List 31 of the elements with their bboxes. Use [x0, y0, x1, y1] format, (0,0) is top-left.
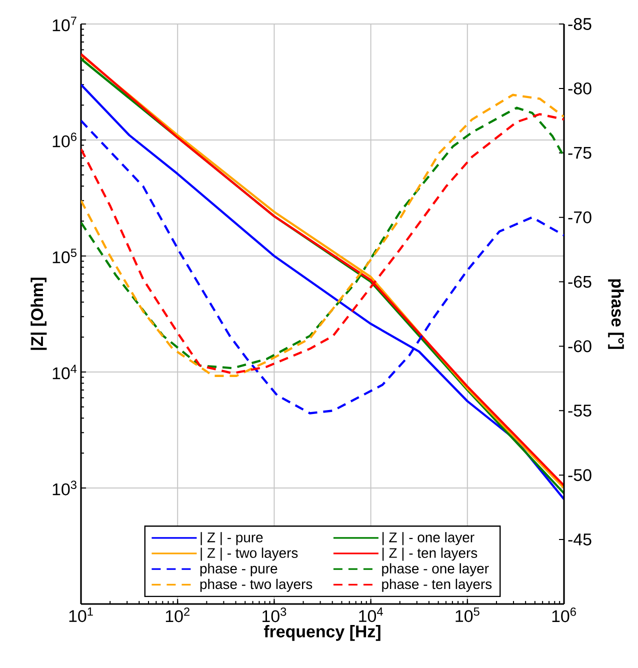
- y2-tick-label: -55: [568, 404, 592, 417]
- legend-label: | Z | - one layer: [382, 532, 474, 546]
- legend-label: | Z | - two layers: [200, 548, 298, 561]
- x-tick-label: 10$^{3}$: [262, 608, 286, 622]
- x-tick-label: 10$^{4}$: [359, 608, 383, 622]
- legend-label: | Z | - pure: [200, 532, 263, 546]
- x-tick-label: 10$^{2}$: [166, 608, 190, 622]
- y2-tick-label: -85: [568, 18, 592, 30]
- y-tick-label: 10$^{6}$: [52, 132, 76, 148]
- y2-tick-label: -80: [568, 82, 592, 94]
- x-axis-title: frequency [Hz]: [264, 625, 380, 641]
- legend-label: phase - one layer: [382, 563, 489, 576]
- y-tick-label: 10$^{5}$: [52, 248, 76, 264]
- y-tick-label: 10$^{7}$: [52, 16, 76, 32]
- y2-tick-label: -60: [568, 340, 592, 352]
- y2-tick-label: -45: [568, 534, 592, 546]
- y2-tick-label: -75: [568, 146, 592, 159]
- y2-axis-title: phase [°]: [608, 279, 624, 349]
- y2-tick-label: -50: [568, 469, 592, 482]
- legend-label: | Z | - ten layers: [382, 548, 478, 561]
- x-tick-label: 10$^{1}$: [69, 608, 93, 622]
- y2-tick-label: -65: [568, 276, 592, 288]
- y-tick-label: 10$^{3}$: [52, 480, 76, 496]
- x-tick-label: 10$^{6}$: [552, 608, 576, 622]
- x-tick-label: 10$^{5}$: [456, 608, 480, 622]
- legend-label: phase - ten layers: [382, 578, 492, 592]
- y-tick-label: 10$^{4}$: [52, 364, 77, 380]
- legend-label: phase - pure: [200, 563, 278, 576]
- y-axis-title: |Z| [Ohm]: [30, 278, 47, 350]
- y2-tick-label: -70: [568, 211, 592, 224]
- legend-label: phase - two layers: [200, 578, 312, 592]
